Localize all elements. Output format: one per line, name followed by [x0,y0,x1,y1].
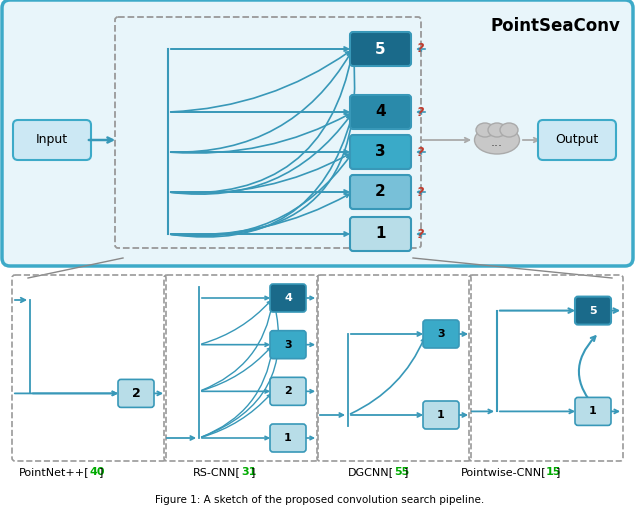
Text: 1: 1 [589,407,597,416]
Text: Output: Output [556,134,598,146]
Text: Pointwise-CNN[: Pointwise-CNN[ [460,467,546,477]
FancyBboxPatch shape [423,320,459,348]
Text: RS-CNN[: RS-CNN[ [193,467,241,477]
Text: ?: ? [417,145,424,159]
FancyBboxPatch shape [538,120,616,160]
Text: 1: 1 [437,410,445,420]
FancyBboxPatch shape [350,217,411,251]
Text: ]: ] [251,467,255,477]
Text: ?: ? [417,227,424,241]
Text: 4: 4 [284,293,292,303]
Text: 55: 55 [394,467,409,477]
Text: PointSeaConv: PointSeaConv [490,17,620,35]
FancyBboxPatch shape [270,377,306,406]
Text: ?: ? [417,105,424,118]
FancyBboxPatch shape [575,296,611,325]
Text: ]: ] [404,467,408,477]
Text: 2: 2 [284,387,292,396]
Text: Input: Input [36,134,68,146]
Text: 5: 5 [375,41,386,56]
Ellipse shape [476,123,494,137]
Text: ]: ] [556,467,561,477]
Text: 15: 15 [546,467,561,477]
Ellipse shape [488,123,506,137]
Text: ?: ? [417,42,424,55]
Text: 1: 1 [284,433,292,443]
FancyBboxPatch shape [350,135,411,169]
Text: 4: 4 [375,104,386,119]
Text: 31: 31 [241,467,257,477]
FancyBboxPatch shape [350,175,411,209]
Text: DGCNN[: DGCNN[ [348,467,394,477]
Text: 1: 1 [375,226,386,242]
FancyBboxPatch shape [575,397,611,425]
Text: 3: 3 [437,329,445,339]
FancyBboxPatch shape [350,32,411,66]
FancyBboxPatch shape [423,401,459,429]
FancyBboxPatch shape [2,0,633,266]
FancyBboxPatch shape [270,331,306,359]
FancyBboxPatch shape [270,284,306,312]
Text: ]: ] [99,467,104,477]
Text: 2: 2 [132,387,140,400]
Text: Figure 1: A sketch of the proposed convolution search pipeline.: Figure 1: A sketch of the proposed convo… [156,495,484,505]
FancyBboxPatch shape [13,120,91,160]
Text: PointNet++[: PointNet++[ [19,467,89,477]
FancyBboxPatch shape [270,424,306,452]
FancyBboxPatch shape [118,379,154,408]
Text: 2: 2 [375,184,386,200]
Text: 3: 3 [375,144,386,160]
Text: 5: 5 [589,306,597,315]
Ellipse shape [474,126,520,154]
FancyBboxPatch shape [350,95,411,129]
Text: ...: ... [491,136,503,148]
Text: 3: 3 [284,339,292,350]
Ellipse shape [500,123,518,137]
Text: ?: ? [417,185,424,199]
Text: 40: 40 [89,467,104,477]
